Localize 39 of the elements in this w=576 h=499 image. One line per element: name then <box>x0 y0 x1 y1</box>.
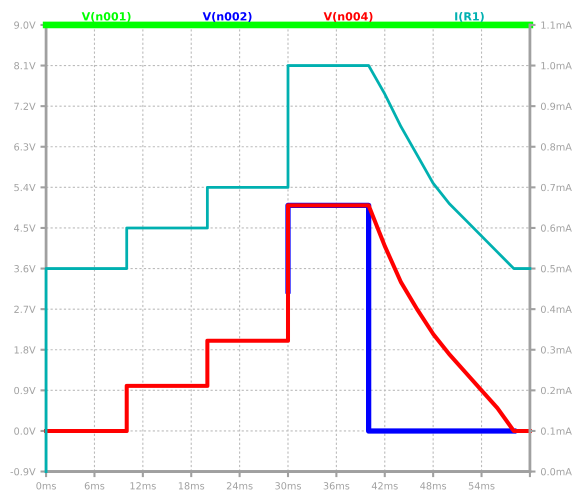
y-tick-label: -0.9V <box>10 468 36 476</box>
y2-tick-label: 0.4mA <box>540 306 572 313</box>
text: I(R1) <box>455 12 484 22</box>
y2-tick-label: 0.6mA <box>540 224 572 232</box>
x-tick-label: 24ms <box>226 482 253 490</box>
x-tick-label: 12ms <box>130 482 156 490</box>
y2-tick-label: 0.1mA <box>540 427 572 435</box>
y2-tick-label: 0.0mA <box>540 468 572 476</box>
y-tick-label: 8.1V <box>14 62 36 70</box>
x-tick-label: 54ms <box>468 482 495 490</box>
x-tick-label: 42ms <box>372 482 398 490</box>
y2-tick-label: 0.8mA <box>540 143 572 151</box>
y-tick-label: 3.6V <box>14 265 36 272</box>
line-series <box>44 203 532 433</box>
y2-tick-label: 0.7mA <box>540 184 572 192</box>
x-tick-label: 0ms <box>36 482 56 490</box>
series-label: V(n001) <box>82 12 131 22</box>
y-tick-label: 0.0V <box>14 427 36 435</box>
y2-tick-label: 0.9mA <box>540 102 572 110</box>
y-tick-label: 2.7V <box>14 306 36 313</box>
x-tick-label: 30ms <box>275 482 301 490</box>
x-tick-label: 48ms <box>420 482 446 490</box>
y-tick-label: 9.0V <box>14 21 36 29</box>
y-tick-label: 7.2V <box>14 102 36 110</box>
y-tick-label: 4.5V <box>14 224 36 232</box>
y2-tick-label: 0.5mA <box>540 265 572 272</box>
text: V(n004) <box>324 12 372 22</box>
x-tick-label: 6ms <box>84 482 104 490</box>
text: V(n002) <box>202 12 252 22</box>
y-tick-label: 5.4V <box>14 184 36 192</box>
x-tick-label: 18ms <box>178 482 204 490</box>
y2-tick-label: 1.0mA <box>541 62 572 70</box>
y2-tick-label: 1.1mA <box>541 22 572 29</box>
x-tick-label: 36ms <box>324 482 350 490</box>
y-tick-label: 1.8V <box>14 346 36 354</box>
y2-tick-label: 0.2mA <box>540 386 572 394</box>
y-tick-label: 0.9V <box>14 386 36 394</box>
y-tick-label: 6.3V <box>14 143 36 151</box>
y2-tick-label: 0.3mA <box>540 346 572 354</box>
